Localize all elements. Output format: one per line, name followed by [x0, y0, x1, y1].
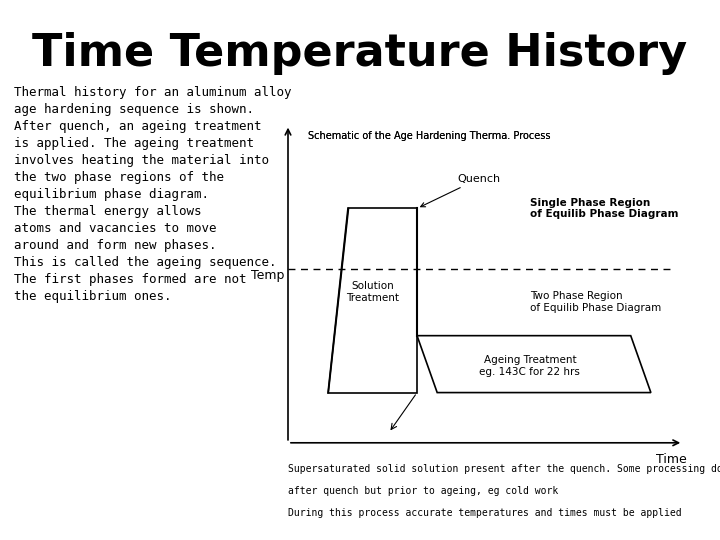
Text: Solution
Treatment: Solution Treatment	[346, 281, 399, 303]
Text: Single Phase Region
of Equilib Phase Diagram: Single Phase Region of Equilib Phase Dia…	[530, 198, 678, 219]
Text: Schematic of the Age Hardening Therma. Process: Schematic of the Age Hardening Therma. P…	[308, 131, 550, 141]
Polygon shape	[328, 208, 417, 393]
Text: Thermal history for an aluminum alloy
age hardening sequence is shown.
After que: Thermal history for an aluminum alloy ag…	[14, 86, 292, 303]
Text: Schematic of the Age Hardening Therma. Process: Schematic of the Age Hardening Therma. P…	[308, 131, 550, 141]
Text: Quench: Quench	[420, 174, 500, 207]
Text: Time Temperature History: Time Temperature History	[32, 32, 688, 76]
Text: Ageing Treatment
eg. 143C for 22 hrs: Ageing Treatment eg. 143C for 22 hrs	[480, 355, 580, 376]
Polygon shape	[417, 336, 651, 393]
Text: Supersaturated solid solution present after the quench. Some processing done: Supersaturated solid solution present af…	[288, 464, 720, 475]
Text: Time: Time	[656, 453, 686, 466]
Text: Two Phase Region
of Equilib Phase Diagram: Two Phase Region of Equilib Phase Diagra…	[530, 292, 661, 313]
Text: During this process accurate temperatures and times must be applied: During this process accurate temperature…	[288, 508, 682, 518]
Text: Temp: Temp	[251, 269, 284, 282]
Text: after quench but prior to ageing, eg cold work: after quench but prior to ageing, eg col…	[288, 486, 558, 496]
